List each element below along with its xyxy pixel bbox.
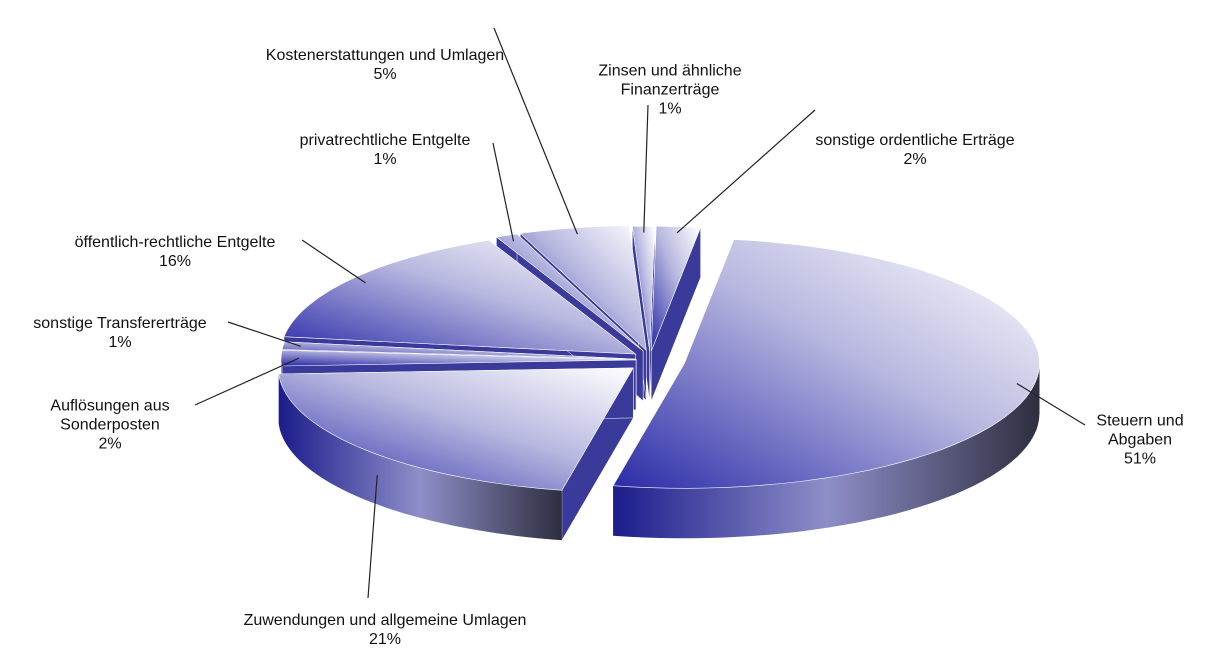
data-label: Zinsen und ähnliche Finanzerträge 1% <box>570 62 770 119</box>
value-label: 1% <box>658 100 682 118</box>
leader-line <box>676 109 816 234</box>
slice <box>283 239 637 355</box>
leader-line <box>643 104 649 233</box>
slice-wall <box>613 363 1040 539</box>
leader-line <box>194 357 300 406</box>
data-label: Auflösungen aus Sonderposten 2% <box>10 397 210 454</box>
value-label: 1% <box>108 334 132 351</box>
category-label: sonstige Transfererträge <box>33 315 207 332</box>
leader-line <box>301 239 366 284</box>
data-label: sonstige Transfererträge 1% <box>0 314 250 352</box>
data-label: sonstige ordentliche Erträge 2% <box>795 131 1035 169</box>
slice <box>495 233 644 352</box>
category-label: Steuern und Abgaben <box>1096 412 1184 449</box>
category-label: sonstige ordentliche Erträge <box>815 132 1015 149</box>
slice <box>280 349 637 367</box>
slice <box>519 225 647 352</box>
value-label: 2% <box>903 151 927 168</box>
data-label: privatrechtliche Entgelte 1% <box>255 131 515 169</box>
data-label: Kostenerstattungen und Umlagen 5% <box>265 46 505 84</box>
value-label: 5% <box>373 66 397 83</box>
slice-wall <box>278 374 562 541</box>
slice <box>278 367 634 491</box>
leader-line <box>367 475 378 599</box>
leader-line <box>227 321 301 347</box>
data-label: öffentlich-rechtliche Entgelte 16% <box>25 233 325 271</box>
value-label: 1% <box>373 151 397 168</box>
category-label: Auflösungen aus Sonderposten <box>50 397 170 434</box>
value-label: 16% <box>158 253 192 270</box>
data-label: Steuern und Abgaben 51% <box>1075 412 1205 469</box>
category-label: Zuwendungen und allgemeine Umlagen <box>243 612 527 629</box>
category-label: Kostenerstattungen und Umlagen <box>265 47 505 64</box>
slice <box>650 225 702 352</box>
value-label: 51% <box>1123 450 1157 468</box>
data-label: Zuwendungen und allgemeine Umlagen 21% <box>225 611 545 649</box>
category-label: privatrechtliche Entgelte <box>299 132 471 149</box>
value-label: 2% <box>98 435 122 453</box>
leader-line <box>493 27 578 235</box>
leader-line <box>1016 382 1086 426</box>
value-label: 21% <box>368 631 402 648</box>
slice <box>612 239 1040 489</box>
category-label: öffentlich-rechtliche Entgelte <box>74 234 276 251</box>
slice <box>281 341 637 360</box>
category-label: Zinsen und ähnliche Finanzerträge <box>598 62 742 99</box>
leader-line <box>492 142 515 242</box>
